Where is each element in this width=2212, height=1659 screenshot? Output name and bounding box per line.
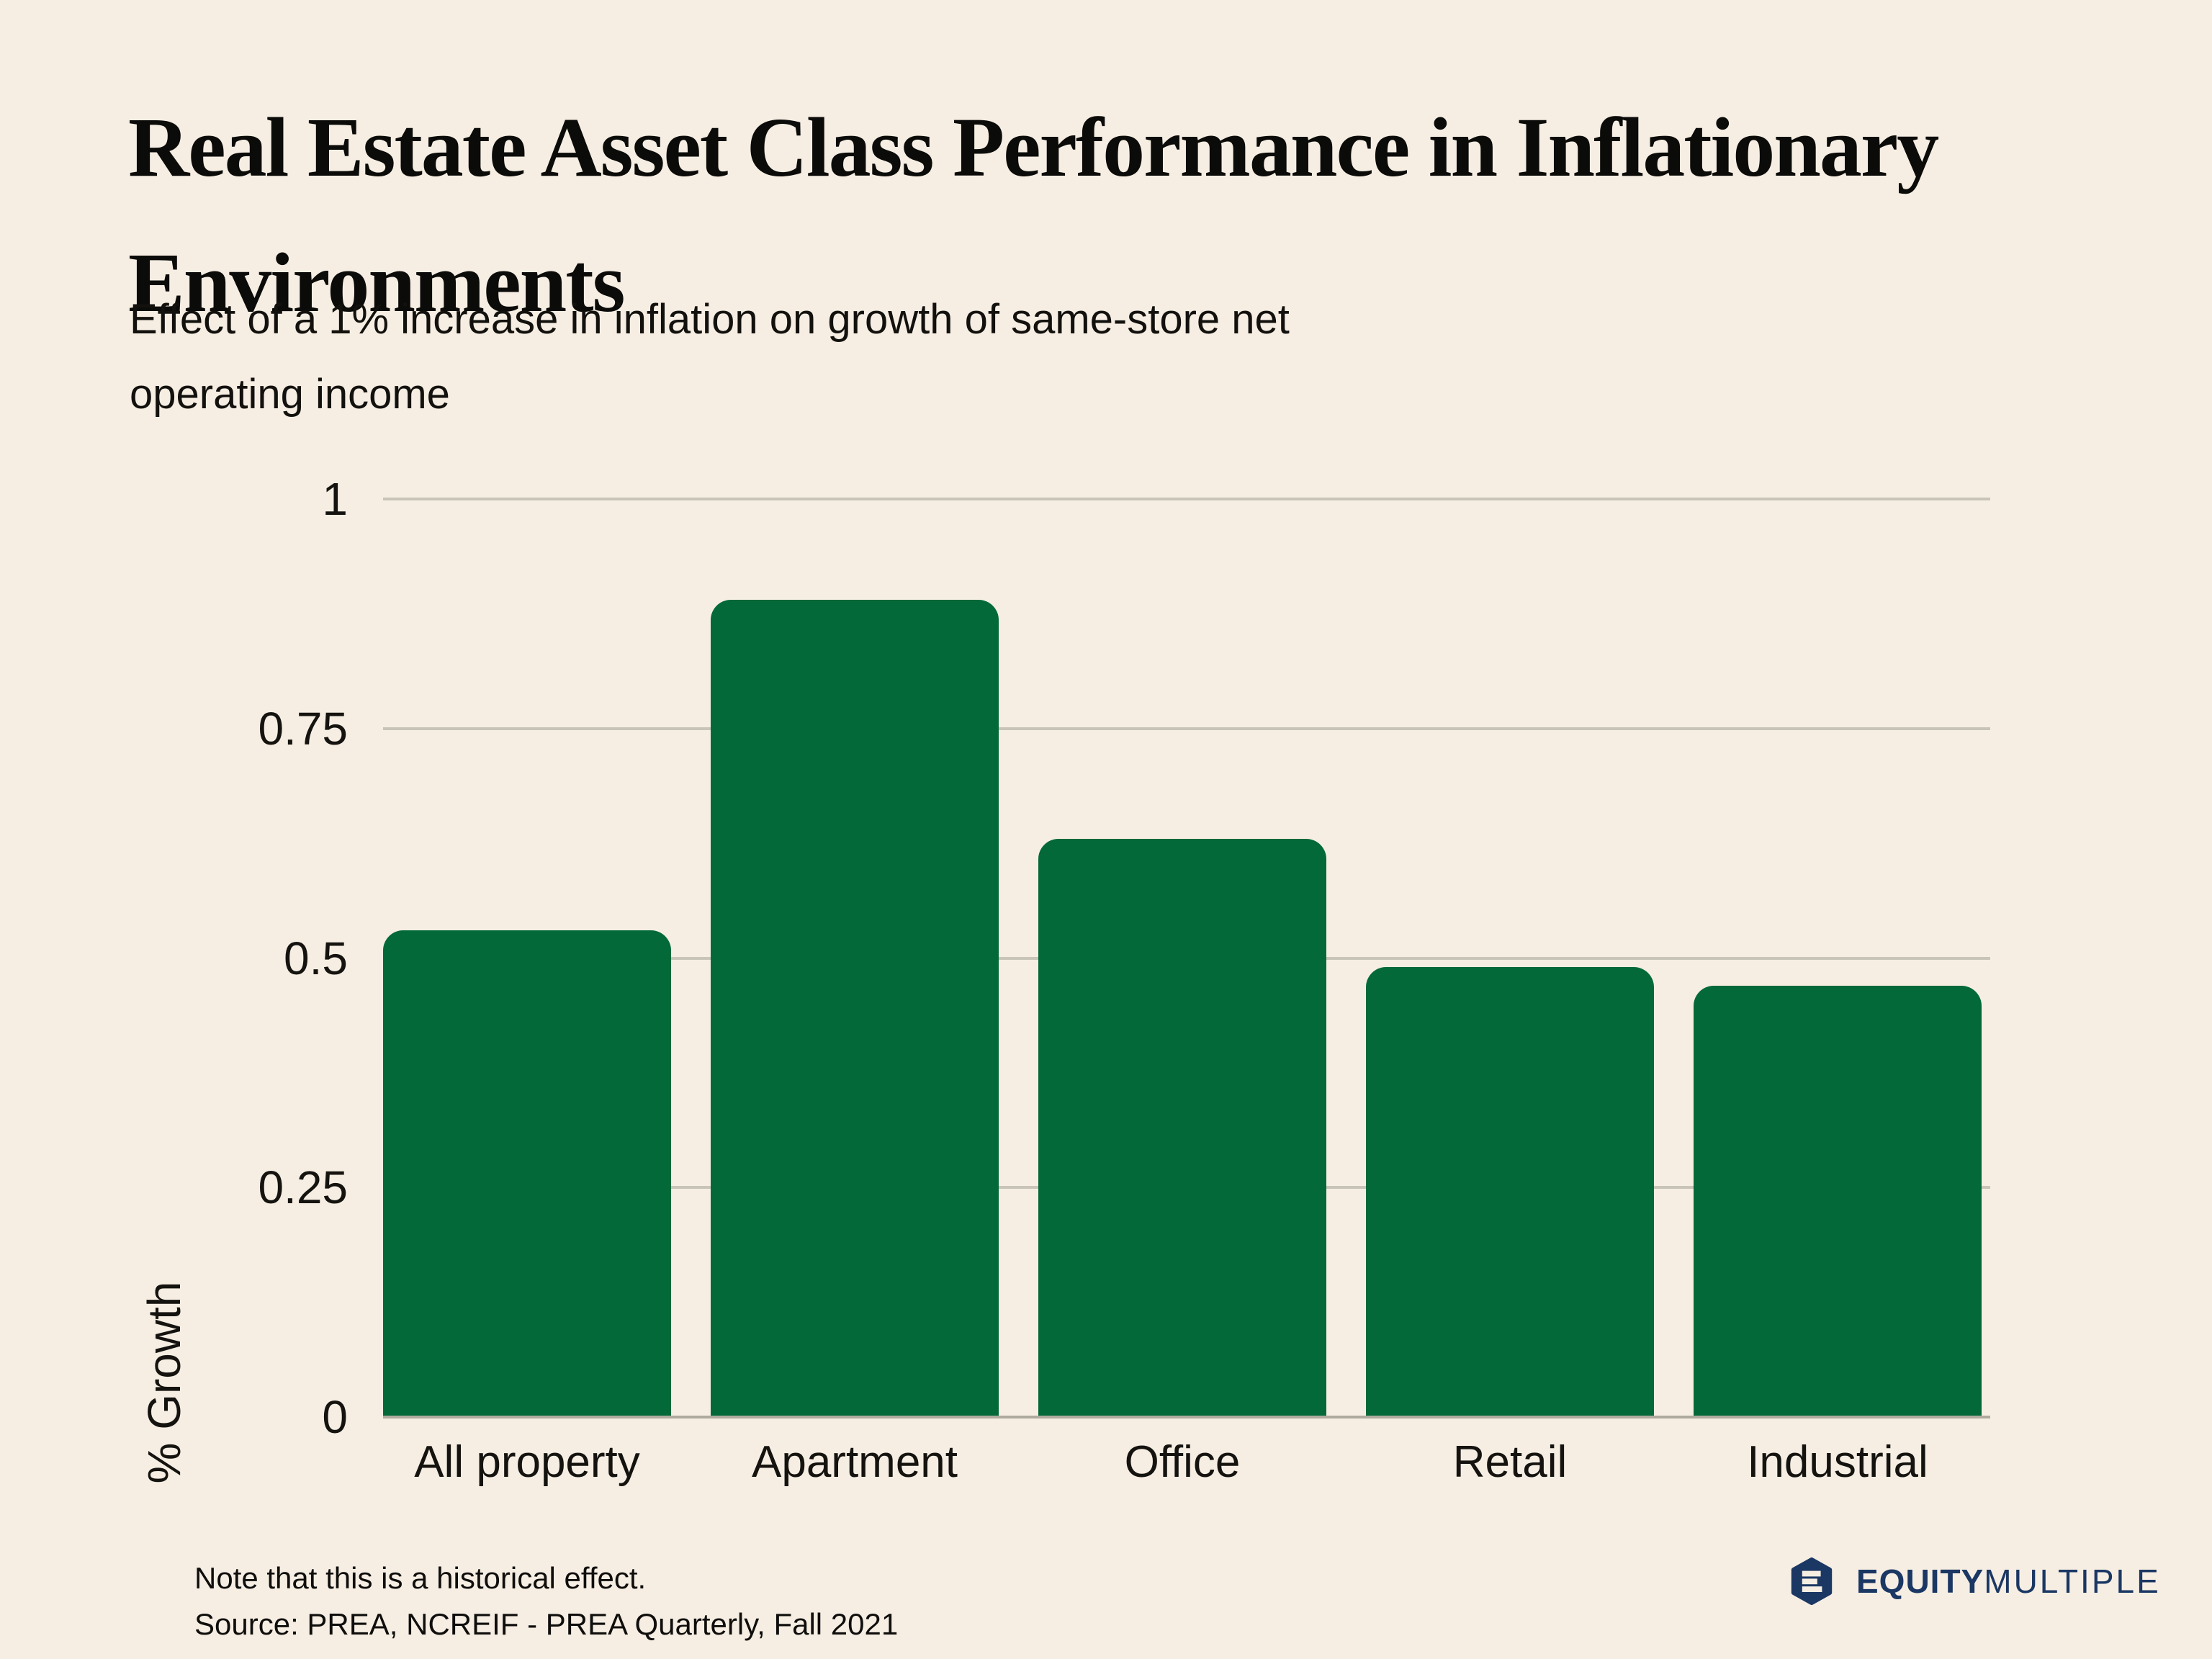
- footnote: Note that this is a historical effect. S…: [194, 1555, 898, 1647]
- logo-e-bar-middle: [1802, 1578, 1817, 1585]
- y-tick-label-0.25: 0.25: [258, 1161, 348, 1214]
- logo-e-bar-bottom: [1802, 1586, 1822, 1592]
- bar-office: [1038, 839, 1326, 1417]
- logo-text-equity: EQUITY: [1856, 1563, 1984, 1600]
- equitymultiple-hexagon-icon: [1791, 1557, 1833, 1605]
- x-tick-label-retail: Retail: [1452, 1437, 1568, 1487]
- bar-retail: [1366, 967, 1654, 1417]
- logo-text-multiple: MULTIPLE: [1984, 1563, 2161, 1600]
- bar-all-property: [383, 930, 671, 1417]
- logo-e-bar-top: [1802, 1570, 1821, 1577]
- x-tick-label-all-property: All property: [414, 1437, 640, 1487]
- y-tick-label-0.75: 0.75: [258, 702, 348, 755]
- bar-chart: % Growth 0 0.25 0.5 0.75 1 All property Apartm…: [0, 446, 2212, 1527]
- equitymultiple-wordmark: EQUITYMULTIPLE: [1856, 1562, 2161, 1601]
- bar-industrial: [1694, 986, 1982, 1417]
- page-title: Real Estate Asset Class Performance in I…: [128, 80, 2188, 351]
- gridline-0.75: [383, 727, 1990, 730]
- bar-apartment: [711, 600, 999, 1417]
- page-title-line-2: Environments: [128, 235, 626, 331]
- chart-subtitle: Effect of a 1% increase in inflation on …: [130, 282, 1714, 432]
- page-title-line-1: Real Estate Asset Class Performance in I…: [128, 100, 1939, 195]
- x-tick-label-industrial: Industrial: [1747, 1437, 1928, 1487]
- y-tick-label-1: 1: [322, 473, 348, 525]
- y-axis-title: % Growth: [138, 1281, 190, 1484]
- x-axis-baseline: [383, 1416, 1990, 1419]
- chart-subtitle-line-1: Effect of a 1% increase in inflation on …: [130, 296, 1290, 343]
- y-tick-label-0.5: 0.5: [284, 932, 348, 984]
- x-tick-label-office: Office: [1124, 1437, 1241, 1487]
- equitymultiple-logo: EQUITYMULTIPLE: [1790, 1557, 2161, 1606]
- footnote-line: Note that this is a historical effect.: [194, 1561, 647, 1595]
- source-line: Source: PREA, NCREIF - PREA Quarterly, F…: [194, 1607, 899, 1641]
- gridline-1: [383, 498, 1990, 500]
- y-tick-label-0: 0: [322, 1391, 348, 1443]
- chart-subtitle-line-2: operating income: [130, 371, 450, 418]
- x-tick-label-apartment: Apartment: [751, 1437, 958, 1487]
